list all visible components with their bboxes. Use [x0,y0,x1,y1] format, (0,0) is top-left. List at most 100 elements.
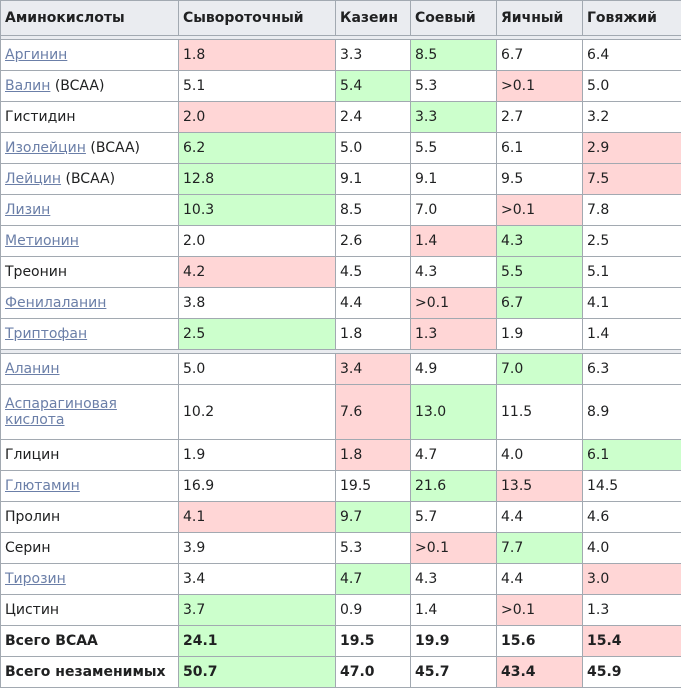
value-cell-casein: 19.5 [335,470,411,502]
amino-acid-label: Цистин [5,602,60,618]
value-cell-egg: >0.1 [496,70,583,102]
value-cell-egg: 7.0 [496,353,583,385]
table-row: Серин 3.9 5.3 >0.1 7.7 4.0 [0,532,681,564]
amino-acid-link[interactable]: Триптофан [5,326,88,342]
header-egg: Яичный [496,0,583,36]
value-cell-beef: 3.2 [582,101,681,133]
amino-acid-label: Глицин [5,447,60,463]
amino-acid-link[interactable]: Глютамин [5,478,80,494]
value-cell-whey: 2.0 [178,225,336,257]
value-cell-soy: 5.7 [410,501,497,533]
header-row: Аминокислоты Сывороточный Казеин Соевый … [0,0,681,36]
amino-acid-link[interactable]: Лейцин [5,171,62,187]
value-cell-casein: 9.1 [335,163,411,195]
value-cell-egg: 6.7 [496,287,583,319]
value-cell-beef: 3.0 [582,563,681,595]
amino-acid-link[interactable]: Лизин [5,202,51,218]
value-cell-whey: 2.5 [178,318,336,350]
value-cell-beef: 8.9 [582,384,681,440]
value-cell-beef: 6.1 [582,439,681,471]
value-cell-soy: 7.0 [410,194,497,226]
amino-acid-link[interactable]: Изолейцин [5,140,86,156]
bcaa-suffix: (BCAA) [50,78,105,94]
value-cell-beef: 4.0 [582,532,681,564]
table-row: Аспарагиновая кислота 10.2 7.6 13.0 11.5 8.9 [0,384,681,440]
value-cell-casein: 2.4 [335,101,411,133]
table-row: Треонин 4.2 4.5 4.3 5.5 5.1 [0,256,681,288]
value-cell-soy: 4.3 [410,256,497,288]
value-cell-beef: 2.5 [582,225,681,257]
amino-acid-name-cell: Изолейцин (BCAA) [0,132,179,164]
value-cell-casein: 19.5 [335,625,411,657]
amino-acid-name-cell: Глицин [0,439,179,471]
amino-acid-link[interactable]: Аргинин [5,47,68,63]
value-cell-casein: 4.4 [335,287,411,319]
value-cell-beef: 2.9 [582,132,681,164]
value-cell-egg: 4.0 [496,439,583,471]
value-cell-egg: 9.5 [496,163,583,195]
value-cell-casein: 8.5 [335,194,411,226]
value-cell-casein: 7.6 [335,384,411,440]
amino-acid-link[interactable]: Тирозин [5,571,66,587]
value-cell-soy: 21.6 [410,470,497,502]
amino-acid-name-cell: Фенилаланин [0,287,179,319]
amino-acid-name-cell: Глютамин [0,470,179,502]
amino-acid-link[interactable]: Фенилаланин [5,295,107,311]
value-cell-egg: 13.5 [496,470,583,502]
value-cell-egg: 7.7 [496,532,583,564]
value-cell-soy: 1.4 [410,594,497,626]
header-amino-acids: Аминокислоты [0,0,179,36]
total-row: Всего незаменимых 50.7 47.0 45.7 43.4 45.9 [0,656,681,688]
amino-acid-name-cell: Валин (BCAA) [0,70,179,102]
amino-acid-name-cell: Аланин [0,353,179,385]
value-cell-egg: >0.1 [496,194,583,226]
amino-acid-name-cell: Цистин [0,594,179,626]
amino-acid-name-cell: Лизин [0,194,179,226]
value-cell-soy: >0.1 [410,287,497,319]
value-cell-egg: 4.4 [496,501,583,533]
amino-acid-link[interactable]: Аланин [5,361,60,377]
header-whey: Сывороточный [178,0,336,36]
value-cell-beef: 5.0 [582,70,681,102]
value-cell-soy: 4.3 [410,563,497,595]
value-cell-whey: 1.8 [178,39,336,71]
value-cell-egg: 4.3 [496,225,583,257]
value-cell-whey: 3.8 [178,287,336,319]
amino-acid-name-cell: Серин [0,532,179,564]
value-cell-egg: 5.5 [496,256,583,288]
value-cell-soy: 5.5 [410,132,497,164]
table-row: Изолейцин (BCAA) 6.2 5.0 5.5 6.1 2.9 [0,132,681,164]
amino-acid-label: Всего незаменимых [5,664,166,680]
value-cell-casein: 5.0 [335,132,411,164]
table-row: Глютамин 16.9 19.5 21.6 13.5 14.5 [0,470,681,502]
bcaa-suffix: (BCAA) [85,140,140,156]
value-cell-beef: 4.6 [582,501,681,533]
amino-acid-name-cell: Гистидин [0,101,179,133]
value-cell-casein: 9.7 [335,501,411,533]
value-cell-whey: 12.8 [178,163,336,195]
amino-acid-link[interactable]: Метионин [5,233,79,249]
value-cell-casein: 4.5 [335,256,411,288]
table-row: Триптофан 2.5 1.8 1.3 1.9 1.4 [0,318,681,350]
value-cell-whey: 10.3 [178,194,336,226]
amino-acid-link[interactable]: Валин [5,78,51,94]
value-cell-beef: 1.3 [582,594,681,626]
value-cell-soy: 1.3 [410,318,497,350]
value-cell-whey: 24.1 [178,625,336,657]
table-row: Лизин 10.3 8.5 7.0 >0.1 7.8 [0,194,681,226]
value-cell-whey: 10.2 [178,384,336,440]
value-cell-egg: 6.7 [496,39,583,71]
table-row: Аланин 5.0 3.4 4.9 7.0 6.3 [0,353,681,385]
table-row: Аргинин 1.8 3.3 8.5 6.7 6.4 [0,39,681,71]
bcaa-suffix: (BCAA) [61,171,116,187]
value-cell-whey: 1.9 [178,439,336,471]
table-row: Метионин 2.0 2.6 1.4 4.3 2.5 [0,225,681,257]
value-cell-whey: 5.1 [178,70,336,102]
table-row: Валин (BCAA) 5.1 5.4 5.3 >0.1 5.0 [0,70,681,102]
value-cell-beef: 45.9 [582,656,681,688]
amino-acid-link[interactable]: Аспарагиновая кислота [5,396,117,428]
amino-acid-label: Серин [5,540,51,556]
amino-acid-label: Треонин [5,264,68,280]
value-cell-casein: 5.3 [335,532,411,564]
